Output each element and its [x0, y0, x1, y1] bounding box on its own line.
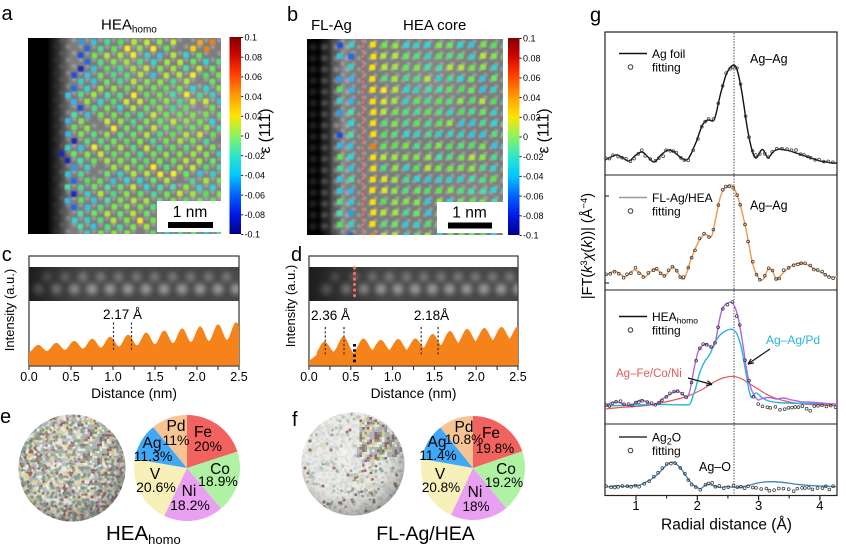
svg-text:0.08: 0.08: [245, 52, 263, 62]
svg-text:1.5: 1.5: [146, 370, 163, 384]
svg-text:2.0: 2.0: [188, 370, 205, 384]
svg-text:0: 0: [245, 131, 250, 141]
svg-text:FL-Ag: FL-Ag: [311, 17, 352, 34]
svg-text:-0.1: -0.1: [523, 231, 539, 241]
svg-text:ε (111): ε (111): [536, 108, 553, 153]
svg-text:1 nm: 1 nm: [452, 205, 486, 222]
svg-text:2.5: 2.5: [230, 370, 247, 384]
svg-text:-0.08: -0.08: [245, 210, 266, 220]
svg-text:0.04: 0.04: [245, 92, 263, 102]
svg-text:0.0: 0.0: [300, 370, 317, 384]
svg-text:0.5: 0.5: [342, 370, 359, 384]
svg-text:Distance (nm): Distance (nm): [371, 386, 457, 401]
svg-text:0.1: 0.1: [245, 33, 258, 43]
svg-text:-0.06: -0.06: [523, 191, 544, 201]
svg-text:2.18Å: 2.18Å: [414, 308, 449, 323]
svg-text:1.0: 1.0: [104, 370, 121, 384]
svg-text:1.0: 1.0: [384, 370, 401, 384]
svg-text:2.0: 2.0: [468, 370, 485, 384]
svg-text:-0.08: -0.08: [523, 211, 544, 221]
svg-text:Distance (nm): Distance (nm): [91, 386, 177, 401]
svg-text:a: a: [2, 3, 14, 25]
svg-text:2.36 Å: 2.36 Å: [311, 308, 350, 323]
svg-text:Intensity (a.u.): Intensity (a.u.): [283, 265, 298, 347]
svg-text:0.5: 0.5: [62, 370, 79, 384]
svg-text:2.5: 2.5: [509, 370, 526, 384]
svg-text:ε (111): ε (111): [257, 108, 274, 153]
svg-text:1 nm: 1 nm: [173, 204, 207, 221]
svg-text:HEA core: HEA core: [403, 17, 466, 34]
svg-text:-0.06: -0.06: [245, 190, 266, 200]
svg-text:0.1: 0.1: [523, 34, 536, 44]
svg-text:-0.1: -0.1: [245, 230, 261, 240]
svg-text:Intensity (a.u.): Intensity (a.u.): [2, 269, 17, 351]
svg-text:c: c: [2, 244, 12, 266]
svg-text:0: 0: [523, 132, 528, 142]
svg-text:0.06: 0.06: [245, 72, 263, 82]
svg-text:d: d: [291, 244, 302, 266]
svg-text:0.08: 0.08: [523, 53, 541, 63]
svg-text:-0.04: -0.04: [523, 172, 544, 182]
svg-text:0.0: 0.0: [20, 370, 37, 384]
svg-text:0.06: 0.06: [523, 73, 541, 83]
svg-text:0.04: 0.04: [523, 93, 541, 103]
svg-text:-0.04: -0.04: [245, 171, 266, 181]
svg-text:2.17 Å: 2.17 Å: [103, 307, 142, 322]
svg-text:b: b: [287, 4, 298, 26]
svg-text:1.5: 1.5: [426, 370, 443, 384]
